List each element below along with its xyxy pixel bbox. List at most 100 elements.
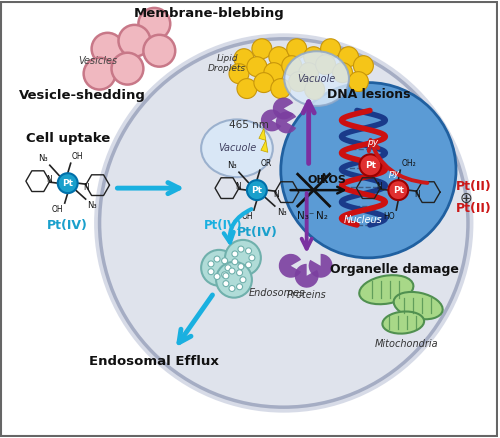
Text: Vesicle-shedding: Vesicle-shedding <box>19 88 146 102</box>
Circle shape <box>236 284 242 290</box>
Circle shape <box>240 277 246 283</box>
Text: OH₂: OH₂ <box>402 159 416 168</box>
Text: Endosomal Efflux: Endosomal Efflux <box>90 355 220 368</box>
Text: Pt(IV): Pt(IV) <box>204 219 242 233</box>
Text: Lipid
Droplets: Lipid Droplets <box>208 54 246 74</box>
Text: Organelle damage: Organelle damage <box>330 263 458 276</box>
Circle shape <box>222 258 228 264</box>
Text: Pt: Pt <box>62 179 73 187</box>
Circle shape <box>332 63 352 83</box>
Text: py: py <box>388 169 400 178</box>
Text: OH: OH <box>52 205 64 214</box>
Text: Nucleus: Nucleus <box>344 215 382 225</box>
Text: Vacuole: Vacuole <box>218 143 256 153</box>
Text: 465 nm: 465 nm <box>229 120 269 131</box>
Text: N: N <box>46 175 52 184</box>
Text: OH: OH <box>72 152 84 161</box>
Text: OR: OR <box>261 159 272 168</box>
Text: Mitochondria: Mitochondria <box>374 339 438 350</box>
Circle shape <box>229 268 235 274</box>
Text: N₃: N₃ <box>277 208 286 217</box>
Circle shape <box>354 56 374 76</box>
Circle shape <box>238 264 244 269</box>
Text: Pt(II): Pt(II) <box>456 201 492 215</box>
Circle shape <box>247 57 267 77</box>
Circle shape <box>304 80 324 99</box>
Circle shape <box>214 274 220 279</box>
Circle shape <box>287 39 306 59</box>
Circle shape <box>229 286 235 291</box>
Text: DNA lesions: DNA lesions <box>326 88 410 101</box>
Circle shape <box>138 8 170 40</box>
Circle shape <box>232 259 238 265</box>
Circle shape <box>247 180 267 200</box>
Circle shape <box>271 78 290 99</box>
Circle shape <box>238 246 244 252</box>
Text: N₃: N₃ <box>228 161 237 170</box>
Circle shape <box>237 78 257 99</box>
Circle shape <box>234 49 254 69</box>
Circle shape <box>388 180 408 200</box>
Circle shape <box>348 72 368 92</box>
Circle shape <box>281 83 456 258</box>
Text: Membrane-blebbing: Membrane-blebbing <box>134 7 284 20</box>
Ellipse shape <box>382 311 424 334</box>
Circle shape <box>118 25 150 57</box>
Text: ROS: ROS <box>320 175 345 185</box>
Circle shape <box>282 56 302 76</box>
Text: •: • <box>320 170 326 180</box>
Ellipse shape <box>284 51 349 106</box>
Text: Endosomes: Endosomes <box>249 288 305 298</box>
Text: py: py <box>368 138 378 147</box>
Circle shape <box>269 47 288 67</box>
Text: HO: HO <box>384 212 396 221</box>
Circle shape <box>304 47 324 67</box>
Text: OH: OH <box>242 212 253 221</box>
Text: Vacuole: Vacuole <box>298 74 336 84</box>
Text: Pt: Pt <box>393 186 404 194</box>
Circle shape <box>225 265 231 271</box>
Circle shape <box>360 154 382 176</box>
Text: ⊕: ⊕ <box>460 191 472 205</box>
Circle shape <box>223 281 229 286</box>
Wedge shape <box>308 254 332 278</box>
Wedge shape <box>273 98 293 120</box>
Text: N₃: N₃ <box>88 201 97 210</box>
Text: N₂: N₂ <box>316 211 328 221</box>
Circle shape <box>264 63 284 83</box>
Text: Vesicles: Vesicles <box>78 56 117 66</box>
Circle shape <box>232 251 238 257</box>
Circle shape <box>249 255 255 261</box>
Circle shape <box>338 47 358 67</box>
Circle shape <box>201 250 237 286</box>
Text: Pt(IV): Pt(IV) <box>236 226 278 239</box>
Circle shape <box>223 273 229 279</box>
Text: N: N <box>235 182 241 191</box>
Text: N₃⁻: N₃⁻ <box>297 211 314 221</box>
Circle shape <box>144 35 175 67</box>
Text: N₃: N₃ <box>38 154 48 163</box>
Text: N: N <box>84 183 89 192</box>
Text: Pt(IV): Pt(IV) <box>48 219 88 232</box>
Wedge shape <box>294 264 318 288</box>
Text: Pt(II): Pt(II) <box>456 180 492 193</box>
Circle shape <box>236 270 242 276</box>
Circle shape <box>112 53 144 85</box>
Circle shape <box>84 58 116 89</box>
Circle shape <box>208 261 214 267</box>
Ellipse shape <box>100 39 468 407</box>
Circle shape <box>288 72 308 92</box>
Circle shape <box>246 262 252 268</box>
Circle shape <box>214 256 220 262</box>
Text: Cell uptake: Cell uptake <box>26 132 110 145</box>
Circle shape <box>92 33 124 65</box>
Text: Pt: Pt <box>365 161 376 170</box>
Ellipse shape <box>360 275 414 304</box>
Ellipse shape <box>394 292 442 319</box>
Text: Proteins: Proteins <box>287 290 327 300</box>
Circle shape <box>222 272 228 278</box>
Text: N: N <box>414 190 420 198</box>
Circle shape <box>225 240 261 276</box>
Wedge shape <box>276 111 296 134</box>
Circle shape <box>320 39 340 59</box>
